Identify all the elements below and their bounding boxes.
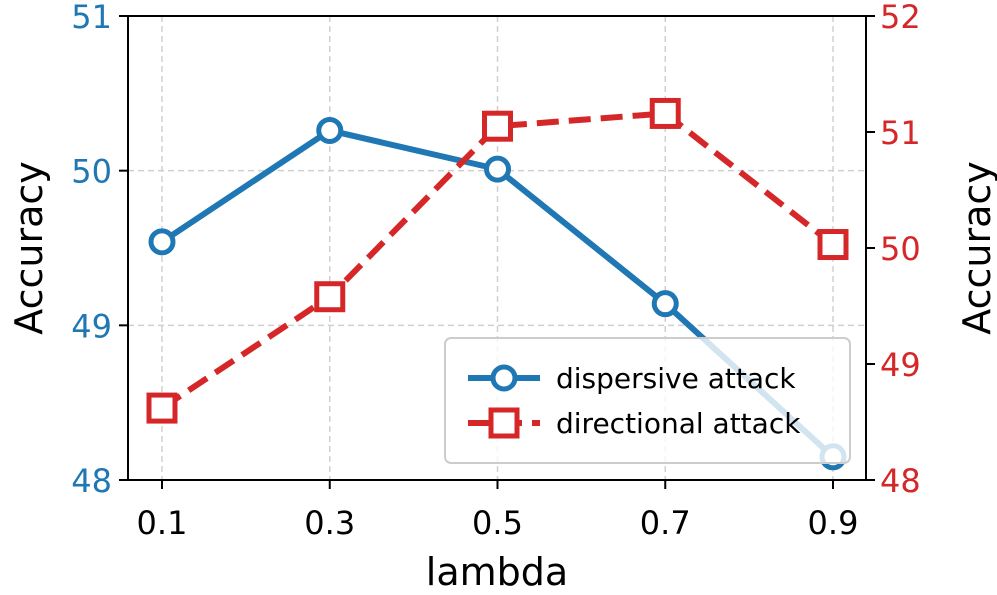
y-tick-label-left: 51: [71, 0, 112, 36]
data-point-square: [482, 110, 513, 142]
data-point-square: [817, 229, 849, 261]
data-point-square: [314, 281, 346, 313]
y-axis-label-left: Accuracy: [7, 161, 51, 335]
y-tick-label-right: 52: [880, 0, 921, 36]
y-tick-label-right: 49: [880, 346, 921, 384]
data-point-circle: [148, 228, 176, 256]
x-tick-label: 0.3: [304, 504, 355, 542]
x-tick-label: 0.5: [472, 504, 523, 542]
y-tick-label-left: 48: [71, 462, 112, 500]
data-point-square: [649, 97, 681, 129]
y-axis-label-right: Accuracy: [955, 161, 997, 335]
data-point-square: [146, 392, 178, 424]
data-point-circle: [484, 155, 511, 183]
ticks: 0.1 0.3 0.5 0.7 0.9 48 49 50 51 48 49 50 51 52: [71, 0, 920, 542]
legend-marker-circle: [490, 364, 518, 392]
series-line-directional-attack: [160, 110, 835, 411]
legend-box: [444, 337, 851, 464]
x-axis-label: lambda: [426, 550, 568, 591]
legend-label: directional attack: [556, 407, 801, 440]
y-tick-label-right: 50: [880, 230, 921, 268]
x-tick-label: 0.9: [808, 504, 859, 542]
y-tick-label-left: 50: [71, 153, 112, 191]
data-point-circle: [316, 116, 344, 144]
legend-marker-square: [488, 407, 520, 439]
legend-label: dispersive attack: [556, 362, 796, 395]
legend: dispersive attack directional attack: [444, 337, 851, 464]
data-point-circle: [651, 290, 679, 318]
y-tick-label-right: 48: [880, 462, 921, 500]
x-tick-label: 0.7: [640, 504, 691, 542]
x-tick-label: 0.1: [137, 504, 188, 542]
y-tick-label-left: 49: [71, 307, 112, 345]
y-tick-label-right: 51: [880, 114, 921, 152]
